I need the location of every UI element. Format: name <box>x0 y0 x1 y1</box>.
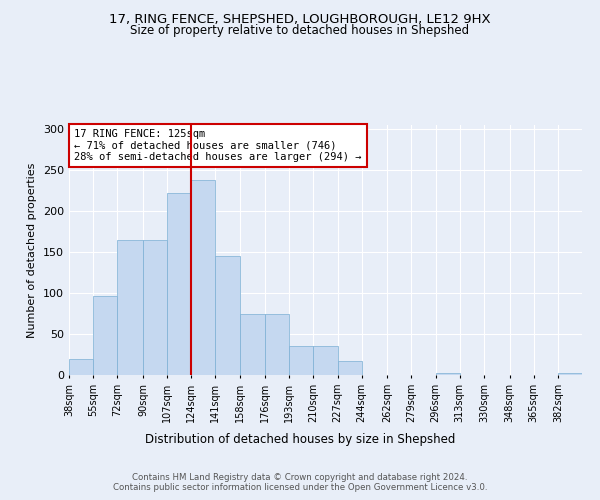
Bar <box>338 361 362 375</box>
Text: Distribution of detached houses by size in Shepshed: Distribution of detached houses by size … <box>145 432 455 446</box>
Text: Contains public sector information licensed under the Open Government Licence v3: Contains public sector information licen… <box>113 482 487 492</box>
Bar <box>69 358 93 375</box>
Y-axis label: Number of detached properties: Number of detached properties <box>28 162 37 338</box>
Bar <box>289 346 313 375</box>
Bar <box>118 240 143 375</box>
Bar <box>265 314 289 375</box>
Text: Size of property relative to detached houses in Shepshed: Size of property relative to detached ho… <box>130 24 470 37</box>
Bar <box>313 346 338 375</box>
Bar <box>558 374 582 375</box>
Bar <box>143 240 167 375</box>
Text: 17, RING FENCE, SHEPSHED, LOUGHBOROUGH, LE12 9HX: 17, RING FENCE, SHEPSHED, LOUGHBOROUGH, … <box>109 12 491 26</box>
Text: 17 RING FENCE: 125sqm
← 71% of detached houses are smaller (746)
28% of semi-det: 17 RING FENCE: 125sqm ← 71% of detached … <box>74 128 362 162</box>
Bar <box>215 256 239 375</box>
Bar <box>436 374 460 375</box>
Bar <box>191 180 215 375</box>
Bar <box>93 296 118 375</box>
Bar <box>167 193 191 375</box>
Bar <box>239 314 265 375</box>
Text: Contains HM Land Registry data © Crown copyright and database right 2024.: Contains HM Land Registry data © Crown c… <box>132 472 468 482</box>
